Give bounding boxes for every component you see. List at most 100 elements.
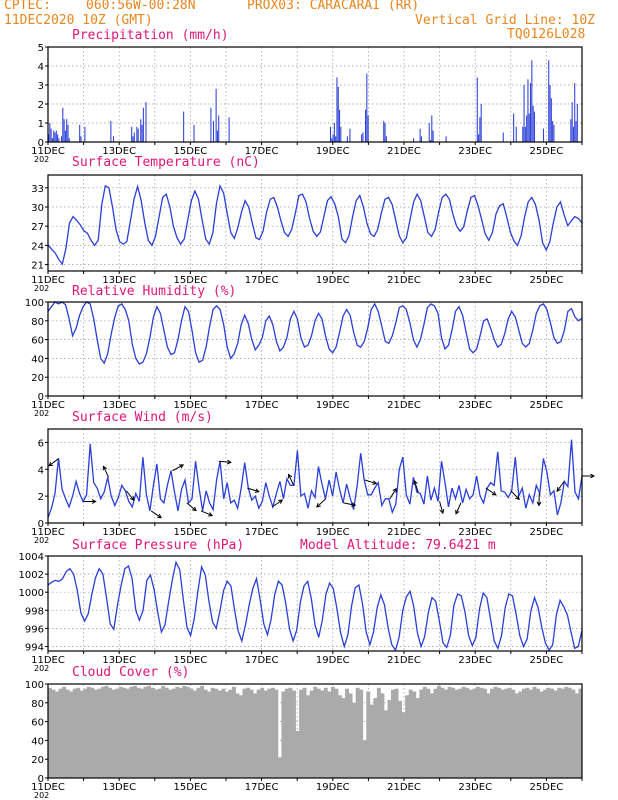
precip-bar xyxy=(80,136,82,142)
wind-title: Surface Wind (m/s) xyxy=(72,410,213,425)
precip-bar xyxy=(527,79,529,142)
precip-bar xyxy=(54,132,56,142)
cloud-cover-bar xyxy=(224,691,229,778)
wind-arrow-head xyxy=(91,499,97,504)
cloud-cover-bar xyxy=(532,686,537,778)
cloud-cover-bar xyxy=(69,691,74,778)
wind-arrow-head xyxy=(351,502,357,507)
cloud-y-tick-label: 80 xyxy=(31,699,44,710)
precip-bar xyxy=(216,130,218,142)
precip-bar xyxy=(49,123,51,142)
precip-bar xyxy=(140,119,142,142)
cloud-cover-bar xyxy=(48,687,52,778)
cloud-x-tick-label: 19DEC xyxy=(316,782,350,793)
pressure-y-tick-label: 1002 xyxy=(19,570,44,581)
humidity-y-tick-label: 40 xyxy=(31,354,44,365)
precip-bar xyxy=(133,132,135,142)
wind-arrow-head xyxy=(590,473,596,479)
cloud-cover-bar xyxy=(362,740,367,778)
cloud-cover-bar xyxy=(412,691,417,778)
pressure-x-tick-label: 15DEC xyxy=(174,655,208,666)
wind-arrow xyxy=(288,474,295,486)
wind-plot-frame xyxy=(47,428,583,524)
precip-bar xyxy=(528,113,530,142)
header-coordinates: 060:56W-00:28N xyxy=(86,0,196,13)
precip-bar xyxy=(132,136,134,142)
temperature-title: Surface Temperature (nC) xyxy=(72,155,260,170)
wind-arrow xyxy=(48,458,59,467)
humidity-y-tick-label: 0 xyxy=(38,392,44,403)
precip-bar xyxy=(530,83,532,142)
cloud-cover-bar xyxy=(557,687,562,778)
wind-y-tick-label: 0 xyxy=(38,519,44,530)
precip-bar xyxy=(531,60,533,142)
cloud-cover-bar xyxy=(168,689,173,778)
cloud-cover-bar xyxy=(429,693,434,778)
precip-bar xyxy=(570,119,572,142)
pressure-x-year-label: 202 xyxy=(34,664,49,673)
wind-arrow-head xyxy=(102,465,107,471)
cloud-cover-bar xyxy=(337,695,342,778)
cloud-x-tick-label: 17DEC xyxy=(245,782,279,793)
cloud-y-tick-label: 60 xyxy=(31,718,44,729)
cloud-cover-bar xyxy=(482,688,487,778)
precip-bar xyxy=(543,128,545,142)
wind-y-tick-label: 4 xyxy=(38,465,44,476)
cloud-cover-bar xyxy=(108,687,113,778)
cloud-cover-bar xyxy=(309,690,314,778)
cloud-cover-bar xyxy=(274,689,279,778)
precip-x-tick-label: 25DEC xyxy=(530,146,564,157)
wind-arrow-head xyxy=(316,502,321,508)
cloud-cover-bar xyxy=(203,689,208,778)
cloud-cover-bar xyxy=(228,689,233,778)
wind-arrow xyxy=(150,510,162,519)
cloud-y-tick-label: 0 xyxy=(38,774,44,785)
wind-y-tick-label: 6 xyxy=(38,438,44,449)
cloud-cover-bar xyxy=(497,687,502,778)
cloud-x-tick-label: 11DEC xyxy=(31,782,65,793)
cloud-cover-bar xyxy=(419,689,424,778)
cloud-cover-bar xyxy=(383,710,388,778)
temperature-x-tick-label: 15DEC xyxy=(174,275,208,286)
precip-plot-frame xyxy=(47,46,583,143)
cloud-cover-bar xyxy=(83,688,88,778)
cloud-cover-bar xyxy=(51,689,56,778)
cloud-cover-bar xyxy=(189,688,194,778)
wind-arrow xyxy=(172,464,184,472)
precip-bar xyxy=(331,138,333,142)
cloud-cover-bar xyxy=(511,689,516,778)
precip-bar xyxy=(478,134,480,142)
cloud-cover-bar xyxy=(546,687,551,778)
wind-arrow-head xyxy=(191,506,197,512)
cloud-cover-bar xyxy=(447,686,452,778)
precip-bar xyxy=(526,115,528,142)
cloud-x-tick-label: 23DEC xyxy=(458,782,492,793)
precip-bar xyxy=(53,130,55,142)
precip-bar xyxy=(136,126,138,142)
pressure-x-tick-label: 11DEC xyxy=(31,655,65,666)
wind-arrow-head xyxy=(491,491,497,496)
cloud-cover-bar xyxy=(246,687,250,778)
precip-bar xyxy=(532,105,534,142)
precip-bar xyxy=(383,121,385,142)
precip-bar xyxy=(193,124,195,142)
header-init-time: 11DEC2020 10Z (GMT) xyxy=(4,13,153,28)
precip-bar xyxy=(366,73,368,142)
humidity-y-tick-label: 20 xyxy=(31,373,44,384)
cloud-x-tick-label: 25DEC xyxy=(530,782,564,793)
cloud-cover-bar xyxy=(571,689,576,778)
cloud-cover-bar xyxy=(178,687,183,778)
precip-bar xyxy=(84,126,86,142)
pressure-y-tick-label: 998 xyxy=(25,606,44,617)
temperature-x-year-label: 202 xyxy=(34,284,49,293)
cloud-plot-frame xyxy=(47,683,583,779)
cloud-cover-bar xyxy=(458,688,463,778)
wind-arrow-head xyxy=(413,479,418,485)
wind-arrow-head xyxy=(536,501,542,507)
cloud-cover-bar xyxy=(521,688,526,778)
precip-bar xyxy=(549,85,551,142)
cloud-cover-bar xyxy=(55,691,60,778)
precip-bar xyxy=(429,140,432,142)
wind-arrow xyxy=(485,487,497,496)
cloud-cover-bar xyxy=(355,687,360,778)
